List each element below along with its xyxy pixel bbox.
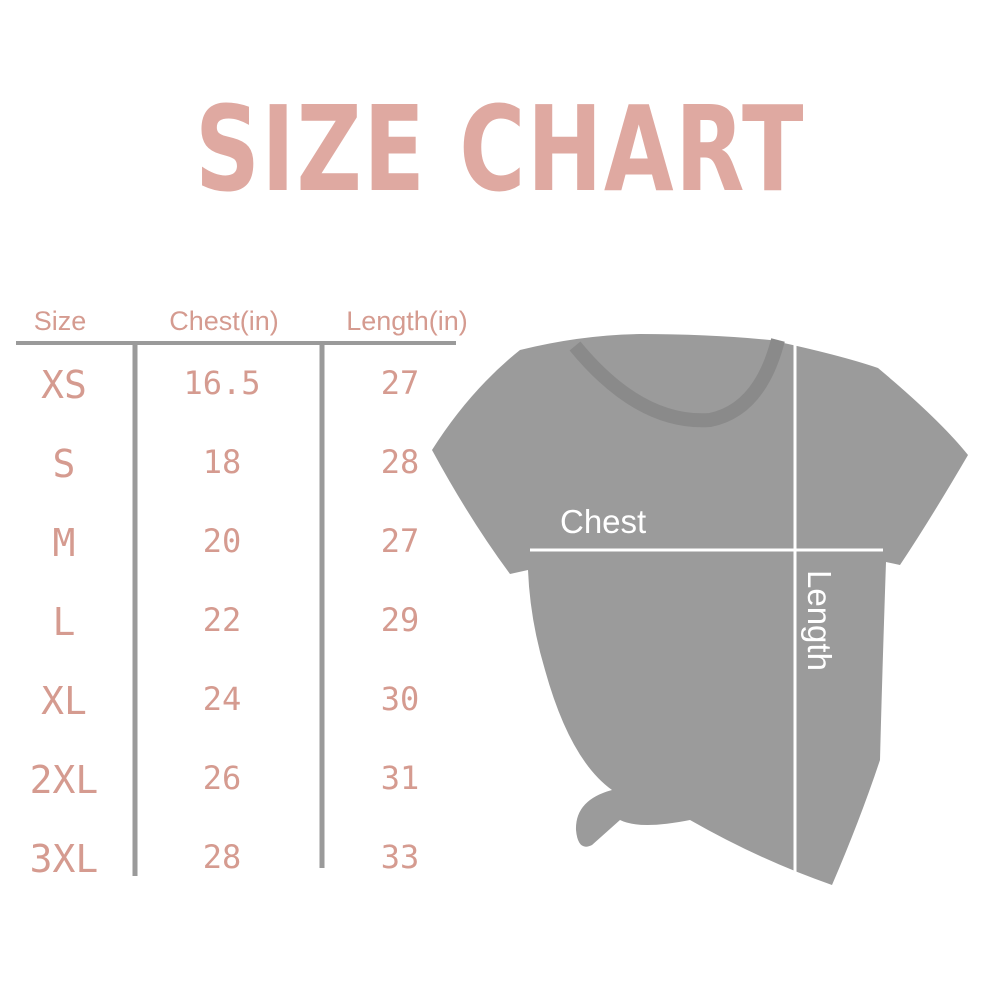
size-table: Size Chest(in) Length(in) XS 16.5 27 S 18 28 M 20 2… [30,306,468,881]
value-cell: 24 [203,680,242,718]
shirt-body [432,334,968,885]
size-cell: 2XL [30,758,99,802]
value-cell: 27 [381,364,420,402]
title: SIZE CHART [195,80,805,218]
shirt-collar [569,338,785,428]
value-cell: 31 [381,759,420,797]
t-shirt: Chest Length [432,334,968,885]
value-cell: 30 [381,680,420,718]
value-cell: 26 [203,759,242,797]
value-cell: 29 [381,601,420,639]
column-header: Size [34,306,87,336]
value-cell: 28 [381,443,420,481]
value-cell: 18 [203,443,242,481]
chest-label: Chest [560,503,646,540]
size-cell: XS [41,363,87,407]
value-cell: 27 [381,522,420,560]
value-cell: 20 [203,522,242,560]
value-cell: 33 [381,838,420,876]
size-cell: S [53,442,76,486]
value-cell: 28 [203,838,242,876]
size-cell: XL [41,679,87,723]
value-cell: 16.5 [183,364,260,402]
size-cell: M [53,521,76,565]
column-header: Length(in) [346,306,468,336]
value-cell: 22 [203,601,242,639]
size-cell: L [53,600,76,644]
size-cell: 3XL [30,837,99,881]
column-header: Chest(in) [169,306,279,336]
length-label: Length [801,570,838,671]
